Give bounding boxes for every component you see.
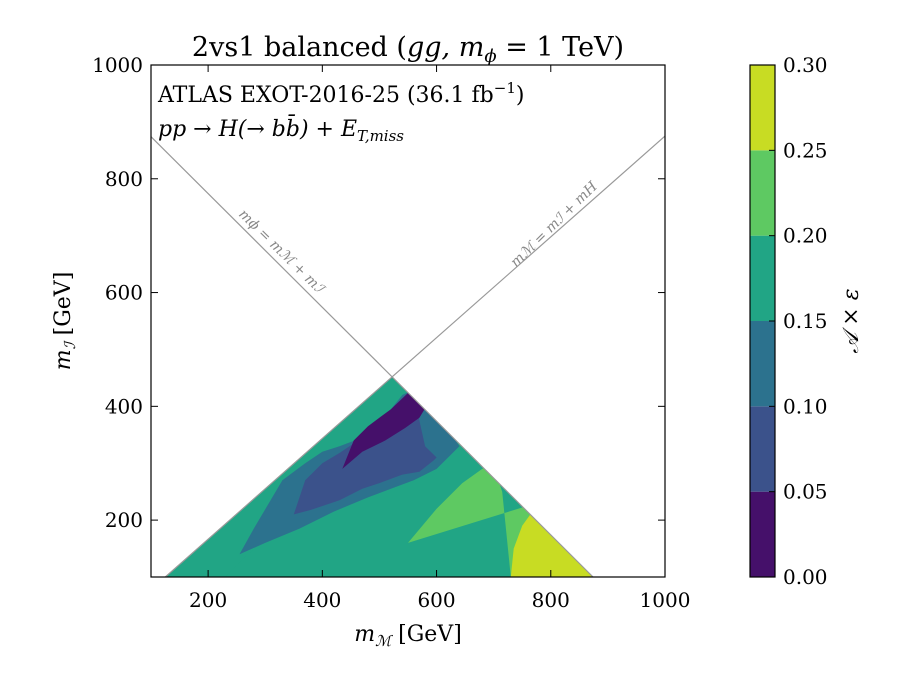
atlas-annotation: ATLAS EXOT-2016-25 (36.1 fb−1) <box>157 79 524 108</box>
colorbar-segment <box>750 406 775 492</box>
y-tick-label: 200 <box>105 508 143 532</box>
y-tick-label: 800 <box>105 167 143 191</box>
colorbar-segment <box>750 321 775 407</box>
colorbar-tick-label: 0.05 <box>783 480 828 504</box>
x-axis-label: mℳ [GeV] <box>354 622 462 650</box>
colorbar-tick-label: 0.30 <box>783 53 828 77</box>
colorbar-segment <box>750 65 775 151</box>
y-axis-label: mℐ [GeV] <box>51 272 79 371</box>
x-axis-ticks: 200 400 600 800 1000 <box>189 65 690 612</box>
x-tick-label: 800 <box>532 588 570 612</box>
x-tick-label: 600 <box>417 588 455 612</box>
colorbar-ticks: 0.00 0.05 0.10 0.15 0.20 0.25 0.30 <box>769 53 828 589</box>
y-tick-label: 400 <box>105 394 143 418</box>
y-tick-label: 600 <box>105 281 143 305</box>
y-tick-label: 1000 <box>92 53 143 77</box>
colorbar-tick-label: 0.25 <box>783 138 828 162</box>
colorbar-tick-label: 0.10 <box>783 394 828 418</box>
colorbar-segment <box>750 150 775 236</box>
contour-region-5 <box>342 386 428 469</box>
chart-title: 2vs1 balanced (gg, mϕ = 1 TeV) <box>192 32 624 67</box>
colorbar <box>750 65 775 577</box>
colorbar-segment <box>750 235 775 321</box>
colorbar-segment <box>750 491 775 577</box>
colorbar-label: 𝒜 × ε <box>839 288 864 353</box>
plot-frame <box>150 64 666 578</box>
colorbar-tick-label: 0.20 <box>783 224 828 248</box>
contour-region-2 <box>510 505 594 577</box>
colorbar-tick-label: 0.15 <box>783 309 828 333</box>
kinematic-line-1 <box>164 135 666 578</box>
x-tick-label: 1000 <box>640 588 691 612</box>
kinematic-line-label-right: mℳ = mℐ + mH <box>508 178 602 270</box>
process-annotation: pp → H(→ bb̄) + ET,miss <box>158 114 404 145</box>
x-tick-label: 400 <box>303 588 341 612</box>
kinematic-line-0 <box>150 136 594 578</box>
y-axis-ticks: 200 400 600 800 1000 <box>92 53 665 532</box>
x-tick-label: 200 <box>189 588 227 612</box>
colorbar-tick-label: 0.00 <box>783 565 828 589</box>
kinematic-line-label-left: mϕ = mℳ + mℐ <box>235 206 328 298</box>
